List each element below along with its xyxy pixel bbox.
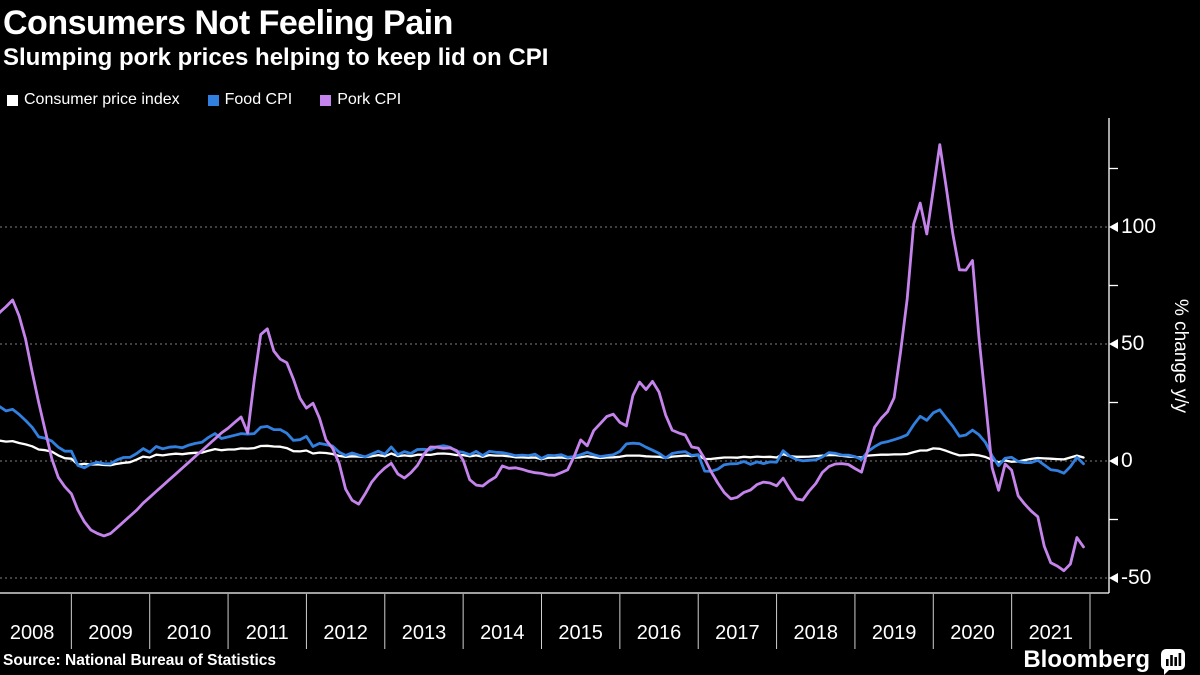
x-axis-year-label: 2011 [245,622,289,644]
page-subtitle: Slumping pork prices helping to keep lid… [3,44,549,71]
x-axis-year-label: 2014 [480,622,525,644]
legend-label-pork-cpi: Pork CPI [337,91,402,108]
x-axis-year-label: 2020 [950,622,995,644]
legend-item-pork-cpi: Pork CPI [320,91,401,109]
page-title: Consumers Not Feeling Pain [3,4,453,42]
food-cpi-swatch-icon [207,94,219,106]
legend-item-cpi: Consumer price index [7,91,180,109]
y-axis-title: % change y/y [1170,298,1191,414]
bloomberg-wordmark: Bloomberg [1023,646,1150,673]
x-axis-year-label: 2010 [166,622,212,644]
chart-legend: Consumer price index Food CPI Pork CPI [7,91,401,109]
x-axis-year-label: 2013 [401,622,447,644]
source-note: Source: National Bureau of Statistics [3,652,277,669]
cpi-swatch-icon [7,94,18,106]
legend-label-food-cpi: Food CPI [224,91,293,108]
x-axis-year-label: 2009 [88,622,133,644]
pork-cpi-swatch-icon [320,94,332,106]
x-axis-year-label: 2019 [871,622,917,644]
x-axis-labels: 2008 2009 2010 2011 2012 2013 2014 2015 2016 2017… [0,622,1200,648]
x-axis-year-label: 2021 [1028,622,1074,644]
x-axis-year-label: 2008 [9,622,55,644]
x-axis-year-label: 2015 [558,622,603,644]
bloomberg-terminal-icon [1161,649,1185,675]
x-axis-year-label: 2016 [636,622,682,644]
x-axis-year-label: 2017 [715,622,760,644]
legend-item-food-cpi: Food CPI [207,91,293,109]
x-axis-year-label: 2018 [793,622,838,644]
x-axis-year-label: 2012 [323,622,368,644]
legend-label-cpi: Consumer price index [24,91,180,108]
